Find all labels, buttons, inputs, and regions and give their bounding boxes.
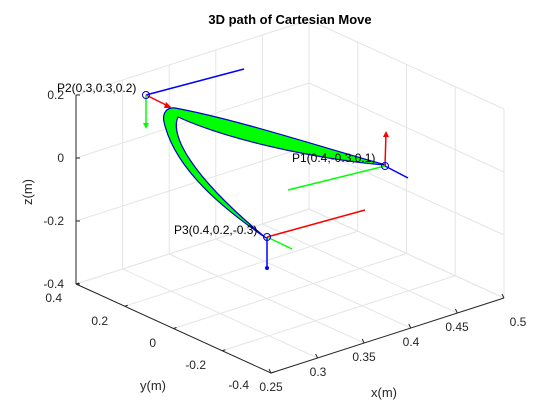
point-markers bbox=[142, 91, 389, 241]
p1-marker bbox=[381, 162, 389, 170]
coordinate-frames bbox=[143, 68, 409, 270]
z-tick-label: -0.4 bbox=[43, 277, 64, 291]
p1-frame-x-axis bbox=[384, 132, 387, 167]
y-axis-label: y(m) bbox=[140, 378, 166, 393]
x-tick-label: 0.3 bbox=[310, 365, 327, 379]
grid-line bbox=[75, 208, 310, 285]
x-tick-mark bbox=[268, 368, 272, 374]
z-axis-label: z(m) bbox=[20, 179, 35, 205]
x-tick-mark bbox=[315, 353, 319, 359]
x-tick-mark bbox=[361, 338, 365, 344]
axis-line-x bbox=[270, 297, 505, 374]
x-tick-label: 0.25 bbox=[259, 380, 283, 394]
path-tube bbox=[162, 107, 387, 239]
x-axis-label: x(m) bbox=[371, 385, 397, 400]
grid-line bbox=[308, 145, 505, 236]
p1-label: P1(0.4,-0.3,0.1) bbox=[292, 151, 375, 165]
p2-label: P2(0.3,0.3,0.2) bbox=[57, 81, 136, 95]
p2-frame-x-arrow bbox=[164, 102, 172, 108]
p3-frame-z-tip bbox=[265, 266, 269, 270]
p2-frame-y-arrow bbox=[143, 123, 149, 129]
p3-frame-y-axis bbox=[266, 236, 293, 250]
y-tick-mark bbox=[222, 349, 226, 352]
y-tick-mark bbox=[270, 371, 275, 374]
chart-title: 3D path of Cartesian Move bbox=[208, 12, 371, 27]
y-tick-label: -0.4 bbox=[228, 378, 249, 392]
grid-lines bbox=[75, 19, 505, 374]
grid-line bbox=[308, 19, 505, 110]
z-tick-label: 0 bbox=[57, 151, 64, 165]
p1-frame-z-axis bbox=[384, 165, 409, 179]
x-tick-labels: 0.25 0.3 0.35 0.4 0.45 0.5 bbox=[259, 315, 526, 394]
grid-line bbox=[222, 275, 456, 352]
p1-frame-x-arrow bbox=[383, 131, 389, 137]
x-tick-mark bbox=[501, 293, 505, 299]
p1-frame-y-axis bbox=[287, 165, 386, 191]
x-tick-label: 0.5 bbox=[510, 315, 527, 329]
z-tick-label: 0.2 bbox=[47, 88, 64, 102]
p2-frame-z-axis bbox=[145, 68, 245, 96]
grid-line bbox=[308, 82, 505, 173]
p3-label: P3(0.4,0.2,-0.3) bbox=[174, 223, 257, 237]
y-tick-mark bbox=[124, 304, 128, 307]
z-tick-labels: -0.4 -0.2 0 0.2 bbox=[43, 88, 64, 291]
x-tick-label: 0.4 bbox=[403, 335, 420, 349]
y-tick-mark bbox=[173, 327, 177, 329]
x-tick-label: 0.45 bbox=[445, 320, 469, 334]
x-tick-mark bbox=[454, 308, 458, 314]
grid-line bbox=[173, 253, 407, 329]
y-tick-label: 0.4 bbox=[45, 291, 62, 305]
y-tick-labels: -0.4 -0.2 0 0.2 0.4 bbox=[45, 291, 249, 392]
p2-marker bbox=[142, 91, 150, 99]
tick-marks bbox=[75, 94, 505, 374]
grid-line bbox=[124, 230, 358, 307]
z-tick-label: -0.2 bbox=[43, 214, 64, 228]
p3-marker bbox=[263, 233, 271, 241]
y-tick-label: 0.2 bbox=[91, 314, 108, 328]
grid-line bbox=[75, 19, 310, 96]
x-tick-mark bbox=[408, 323, 412, 329]
p3-frame-x-axis bbox=[266, 209, 366, 238]
y-tick-label: 0 bbox=[149, 336, 156, 350]
grid-line bbox=[75, 145, 310, 222]
x-tick-label: 0.35 bbox=[352, 350, 376, 364]
y-tick-label: -0.2 bbox=[185, 358, 206, 372]
